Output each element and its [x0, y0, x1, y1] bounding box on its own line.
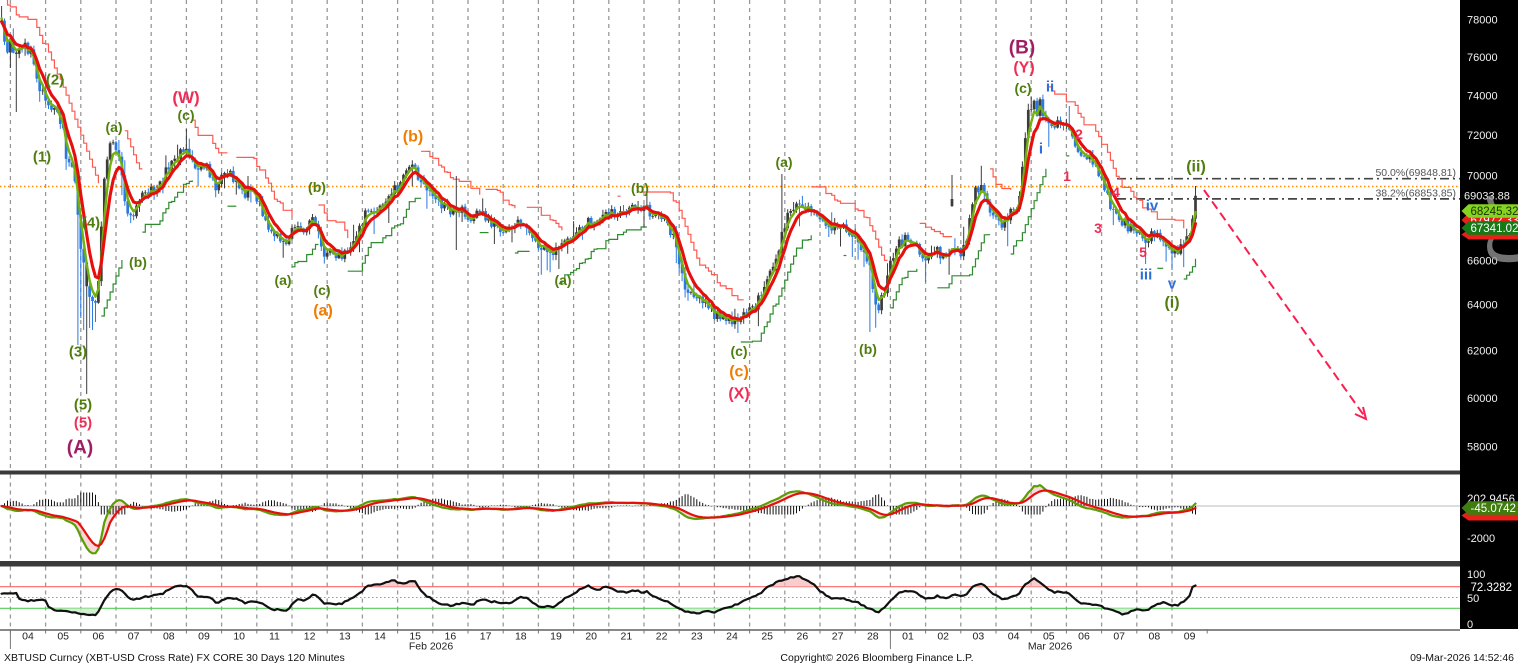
svg-text:-45.0742: -45.0742 — [1471, 503, 1516, 515]
svg-text:(B): (B) — [1009, 38, 1035, 59]
svg-text:64000: 64000 — [1467, 300, 1498, 312]
svg-text:66000: 66000 — [1467, 255, 1498, 267]
svg-text:(c): (c) — [729, 364, 749, 381]
svg-text:(c): (c) — [313, 282, 330, 298]
svg-text:58000: 58000 — [1467, 442, 1498, 454]
svg-text:02: 02 — [937, 631, 949, 643]
svg-text:13: 13 — [339, 631, 351, 643]
svg-text:(b): (b) — [859, 341, 877, 357]
svg-text:Copyright© 2026 Bloomberg Fina: Copyright© 2026 Bloomberg Finance L.P. — [780, 652, 973, 664]
svg-text:62000: 62000 — [1467, 346, 1498, 358]
svg-text:(Y): (Y) — [1013, 60, 1034, 77]
svg-text:25: 25 — [761, 631, 773, 643]
svg-text:09-Mar-2026 14:52:46: 09-Mar-2026 14:52:46 — [1410, 652, 1514, 664]
svg-text:(b): (b) — [308, 179, 326, 195]
svg-text:50: 50 — [1467, 593, 1479, 605]
svg-text:11: 11 — [269, 631, 280, 643]
svg-text:Mar 2026: Mar 2026 — [1028, 641, 1073, 653]
svg-text:iii: iii — [1140, 266, 1153, 283]
svg-text:20: 20 — [585, 631, 597, 643]
svg-text:50.0%(69848.81): 50.0%(69848.81) — [1375, 167, 1456, 179]
svg-text:08: 08 — [163, 631, 175, 643]
svg-text:(ii): (ii) — [1186, 159, 1206, 176]
svg-text:(a): (a) — [313, 303, 333, 320]
svg-text:19: 19 — [550, 631, 562, 643]
svg-text:(a): (a) — [554, 272, 571, 288]
svg-text:(2): (2) — [46, 71, 64, 88]
svg-text:24: 24 — [726, 631, 738, 643]
svg-text:05: 05 — [1043, 631, 1055, 643]
svg-text:18: 18 — [515, 631, 527, 643]
svg-text:(b): (b) — [631, 180, 649, 196]
svg-text:17: 17 — [480, 631, 492, 643]
svg-text:(c): (c) — [730, 343, 747, 359]
svg-text:27: 27 — [832, 631, 844, 643]
svg-text:76000: 76000 — [1467, 52, 1498, 64]
svg-text:38.2%(68853.85): 38.2%(68853.85) — [1375, 187, 1456, 199]
svg-text:28: 28 — [867, 631, 879, 643]
svg-text:06: 06 — [1078, 631, 1090, 643]
svg-text:14: 14 — [374, 631, 386, 643]
svg-text:(4): (4) — [82, 214, 100, 231]
svg-text:70000: 70000 — [1467, 170, 1498, 182]
svg-text:26: 26 — [797, 631, 809, 643]
svg-text:72.3282: 72.3282 — [1471, 582, 1513, 594]
svg-text:(A): (A) — [67, 438, 93, 459]
svg-text:05: 05 — [57, 631, 69, 643]
svg-text:(5): (5) — [74, 396, 92, 413]
svg-text:(b): (b) — [129, 254, 147, 270]
svg-text:(X): (X) — [728, 386, 749, 403]
svg-text:23: 23 — [691, 631, 703, 643]
svg-text:15: 15 — [409, 631, 421, 643]
svg-text:22: 22 — [656, 631, 668, 643]
svg-text:Feb 2026: Feb 2026 — [409, 641, 454, 653]
svg-text:0: 0 — [1467, 619, 1473, 631]
svg-text:1: 1 — [1063, 168, 1071, 184]
svg-text:(a): (a) — [274, 272, 291, 288]
svg-text:06: 06 — [93, 631, 105, 643]
svg-text:07: 07 — [128, 631, 140, 643]
svg-text:04: 04 — [1008, 631, 1020, 643]
svg-text:69033.88: 69033.88 — [1464, 191, 1510, 203]
svg-text:67341.02: 67341.02 — [1471, 223, 1518, 235]
svg-text:3: 3 — [1094, 220, 1102, 236]
svg-text:21: 21 — [621, 631, 633, 643]
svg-text:16: 16 — [445, 631, 457, 643]
svg-text:72000: 72000 — [1467, 130, 1498, 142]
svg-text:74000: 74000 — [1467, 90, 1498, 102]
svg-text:(5): (5) — [74, 414, 92, 431]
svg-text:08: 08 — [1149, 631, 1161, 643]
svg-text:(W): (W) — [172, 88, 199, 107]
svg-text:(1): (1) — [33, 148, 51, 165]
svg-text:-2000: -2000 — [1467, 533, 1495, 545]
svg-text:iv: iv — [1146, 197, 1159, 214]
svg-text:(b): (b) — [403, 129, 423, 146]
svg-text:12: 12 — [304, 631, 316, 643]
svg-text:4: 4 — [1112, 184, 1120, 200]
svg-text:68245.32: 68245.32 — [1471, 206, 1518, 218]
svg-text:i: i — [1039, 140, 1043, 157]
svg-text:(c): (c) — [1014, 80, 1031, 96]
svg-text:v: v — [1168, 275, 1177, 292]
svg-text:(a): (a) — [105, 119, 122, 135]
svg-text:03: 03 — [973, 631, 985, 643]
svg-text:5: 5 — [1139, 244, 1147, 260]
svg-text:78000: 78000 — [1467, 14, 1498, 26]
svg-text:(i): (i) — [1164, 295, 1179, 312]
svg-text:100: 100 — [1467, 569, 1485, 581]
svg-text:07: 07 — [1113, 631, 1125, 643]
svg-text:10: 10 — [233, 631, 245, 643]
svg-text:(c): (c) — [177, 107, 194, 123]
svg-text:(3): (3) — [69, 343, 87, 360]
svg-text:(a): (a) — [775, 154, 792, 170]
svg-text:09: 09 — [198, 631, 210, 643]
svg-text:09: 09 — [1184, 631, 1196, 643]
svg-text:60000: 60000 — [1467, 393, 1498, 405]
svg-text:XBTUSD Curncy (XBT-USD Cross R: XBTUSD Curncy (XBT-USD Cross Rate) FX CO… — [4, 652, 345, 664]
svg-text:01: 01 — [902, 631, 914, 643]
svg-text:ii: ii — [1046, 78, 1054, 95]
svg-text:04: 04 — [22, 631, 34, 643]
svg-text:2: 2 — [1075, 126, 1083, 142]
